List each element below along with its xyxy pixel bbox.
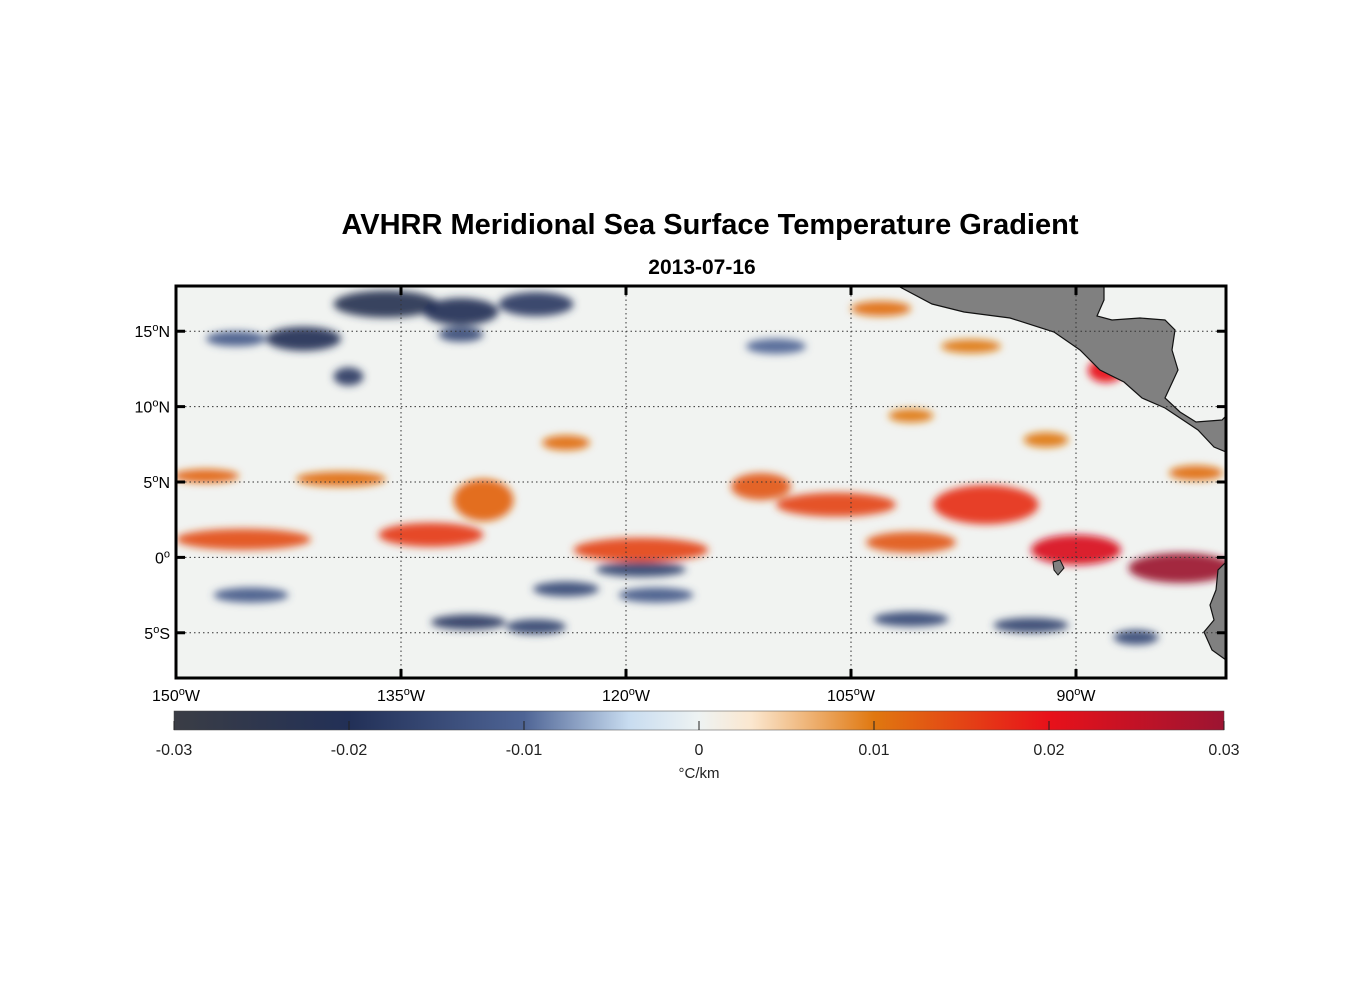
sst-gradient-field [176,286,1226,678]
gradient-feature [453,478,514,522]
lat-tick-label: 10oN [135,398,170,417]
gradient-feature [596,561,686,577]
lon-tick-label: 105oW [827,686,876,705]
chart-subtitle: 2013-07-16 [648,256,755,279]
gradient-feature [176,528,311,550]
colorbar-unit-label: °C/km [679,765,720,782]
gradient-feature [731,472,791,501]
lon-tick-label: 135oW [377,686,426,705]
lat-tick-label: 5oN [143,473,170,492]
land-mask [897,286,1226,661]
gradient-feature [776,492,896,517]
lat-tick-label: 5oS [144,624,170,643]
colorbar-tick-label: 0.01 [858,742,889,759]
gradient-feature [206,331,266,347]
colorbar-tick-label: -0.02 [331,742,368,759]
gradient-feature [746,338,806,354]
map-axis-ticks: 150oW 135oW 120oW 105oW 90oW 15oN 10oN 5oN 0o 5oS [135,286,1226,705]
gradient-feature [266,326,341,351]
lat-tick-label: 15oN [135,322,170,341]
colorbar-tick-label: 0 [695,742,704,759]
gradient-feature [333,367,364,386]
colorbar-tick-label: 0.03 [1208,742,1239,759]
central-america-land [897,286,1226,453]
gradient-feature [1023,432,1069,448]
chart-title: AVHRR Meridional Sea Surface Temperature… [341,209,1078,241]
gradient-feature [176,469,239,483]
gradient-feature [533,581,599,597]
gradient-feature [888,408,934,423]
gradient-feature [1128,552,1226,584]
gradient-feature [431,614,506,630]
colorbar-tick-label: -0.01 [506,742,543,759]
gradient-feature [866,531,956,553]
galapagos-island [1052,559,1065,576]
gradient-feature [873,611,949,627]
gradient-feature [296,471,386,487]
colorbar-tick-label: -0.03 [156,742,193,759]
gradient-feature [378,522,484,547]
south-america-land [1203,561,1226,661]
colorbar-tick-label: 0.02 [1033,742,1064,759]
gradient-feature [851,301,911,317]
lon-tick-label: 90oW [1056,686,1096,705]
gradient-feature [423,298,499,326]
gradient-feature [618,587,694,603]
gradient-feature [213,587,289,603]
gradient-feature [573,537,709,562]
gradient-feature [993,617,1069,633]
gradient-feature [498,292,574,317]
gradient-feature [506,619,566,635]
gradient-feature [438,326,484,342]
lon-tick-label: 150oW [152,686,201,705]
gradient-feature [542,435,590,451]
gradient-feature [1169,465,1223,481]
gradient-feature [933,485,1039,525]
lat-tick-label: 0o [155,548,170,567]
lon-tick-label: 120oW [602,686,651,705]
gradient-feature [333,290,439,318]
colorbar-ticks: -0.03 -0.02 -0.01 0 0.01 0.02 0.03 [156,721,1240,759]
gradient-feature [941,339,1001,354]
gradient-feature [1113,629,1159,645]
